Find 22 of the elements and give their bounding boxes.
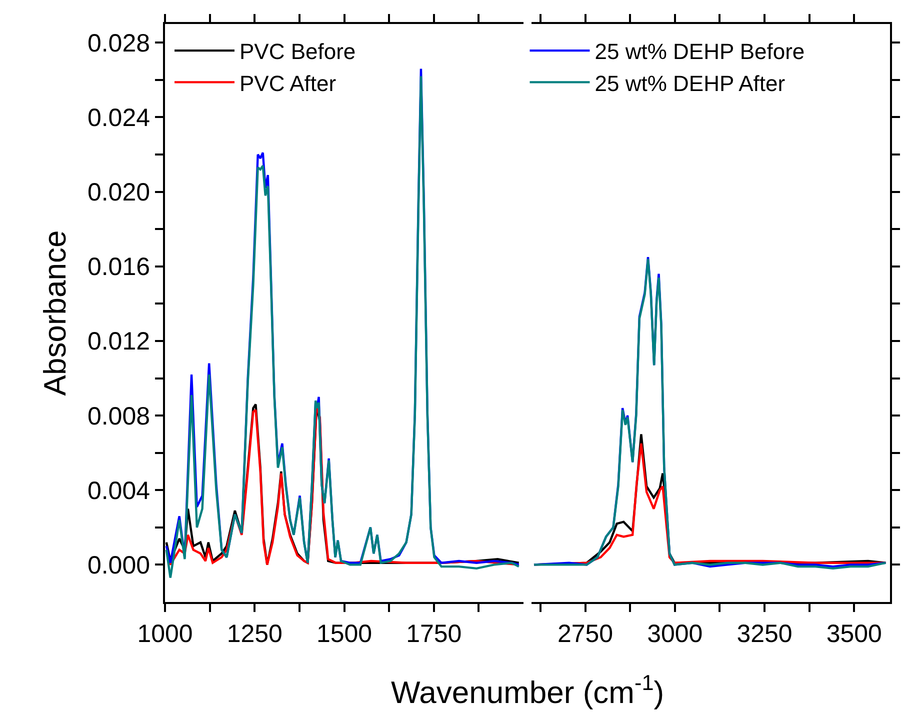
y-axis-title: Absorbance bbox=[38, 230, 73, 396]
y-tick-label: 0.008 bbox=[87, 402, 150, 430]
x-tick-label: 3500 bbox=[826, 620, 882, 648]
y-tick-label: 0.000 bbox=[87, 551, 150, 580]
x-tick-label: 3250 bbox=[736, 620, 792, 648]
x-tick-label: 1250 bbox=[226, 620, 282, 648]
legend-label: 25 wt% DEHP After bbox=[594, 70, 786, 96]
legend-label: PVC After bbox=[240, 70, 336, 96]
x-tick-label: 3000 bbox=[647, 620, 703, 648]
y-tick-label: 0.020 bbox=[87, 178, 150, 207]
y-tick-label: 0.028 bbox=[87, 29, 150, 58]
y-tick-label: 0.016 bbox=[87, 253, 150, 282]
y-tick-label: 0.012 bbox=[87, 328, 150, 356]
x-tick-label: 1000 bbox=[137, 620, 193, 648]
x-tick-label: 1750 bbox=[406, 620, 462, 648]
x-tick-label: 2750 bbox=[557, 620, 614, 648]
legend-label: 25 wt% DEHP Before bbox=[594, 39, 805, 64]
x-axis-title: Wavenumber (cm$^{-1}$) bbox=[391, 670, 664, 710]
y-tick-label: 0.004 bbox=[87, 476, 150, 505]
legend-label: PVC Before bbox=[240, 39, 356, 64]
x-tick-label: 1500 bbox=[316, 620, 372, 648]
y-tick-label: 0.024 bbox=[87, 104, 150, 132]
